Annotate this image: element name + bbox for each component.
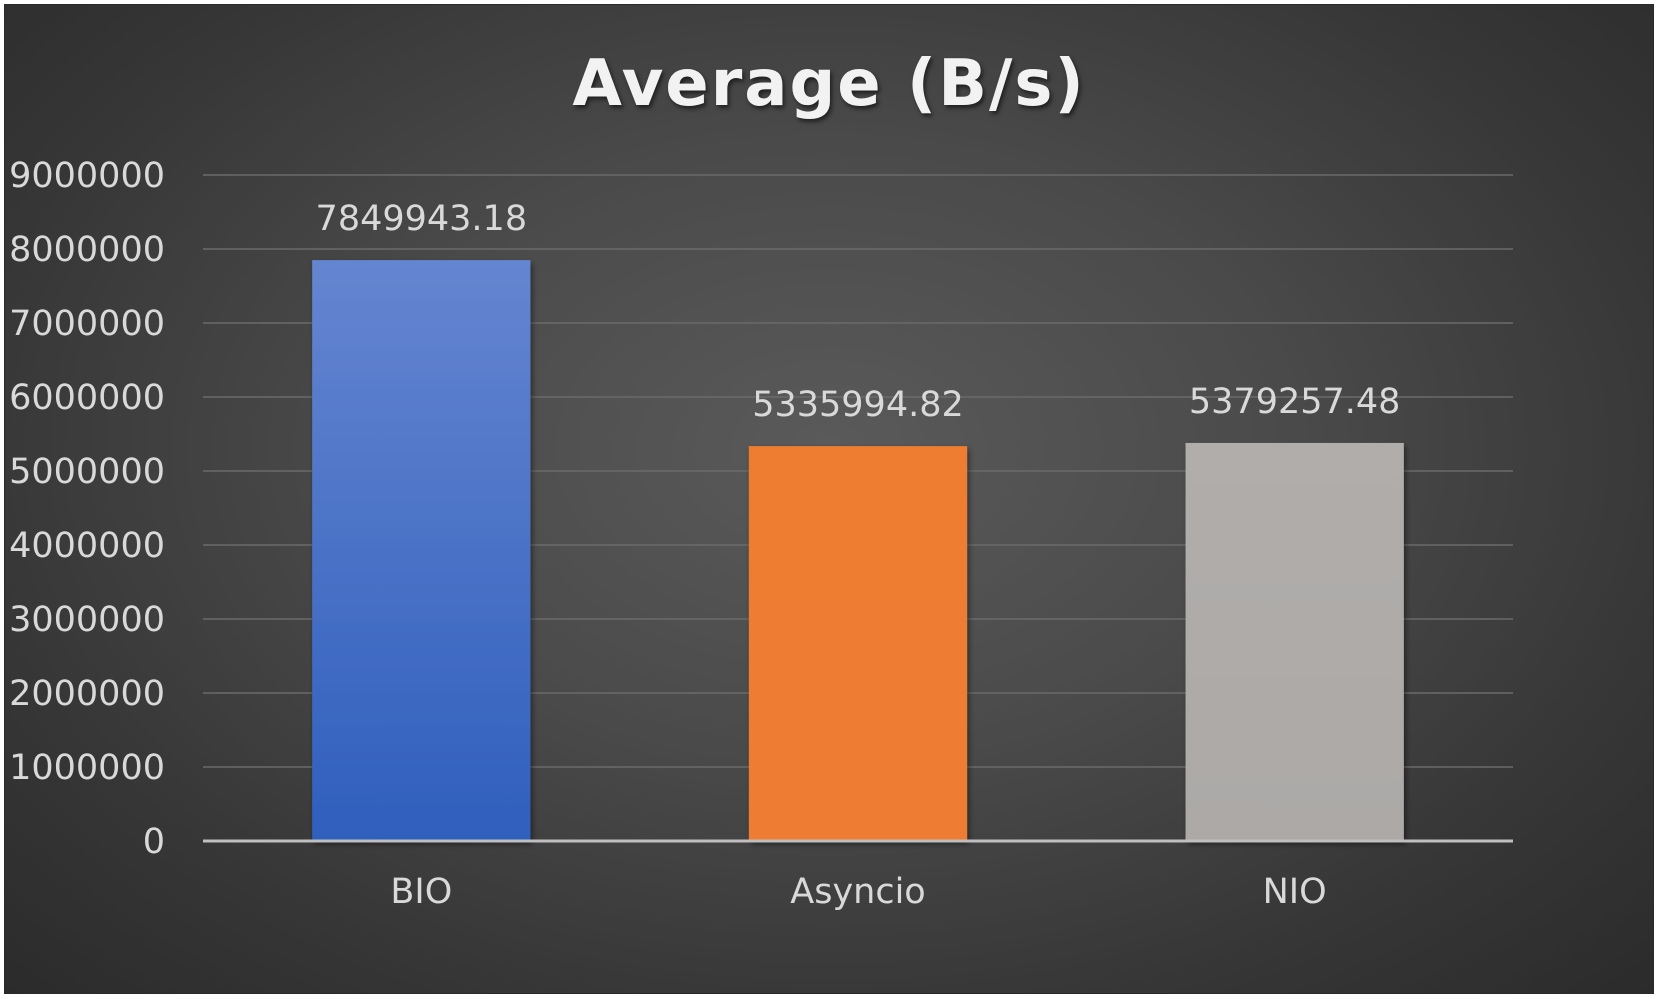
bars (312, 260, 1404, 841)
bar-asyncio (748, 446, 968, 841)
data-label: 7849943.18 (316, 199, 528, 239)
category-label: Asyncio (790, 872, 925, 912)
y-tick-label: 4000000 (9, 526, 165, 566)
chart-frame: Average (B/s) 0 1000000 2000000 3000000 4000… (4, 4, 1654, 994)
y-tick-label: 5000000 (9, 452, 165, 492)
category-label: BIO (390, 872, 452, 912)
data-labels: 7849943.18 5335994.82 5379257.48 (316, 199, 1401, 425)
y-tick-label: 9000000 (9, 156, 165, 196)
y-axis-ticks: 0 1000000 2000000 3000000 4000000 5000000 6000… (9, 156, 165, 862)
y-tick-label: 6000000 (9, 378, 165, 418)
y-tick-label: 0 (143, 822, 165, 862)
chart-title: Average (B/s) (572, 47, 1086, 121)
y-tick-label: 7000000 (9, 304, 165, 344)
data-label: 5335994.82 (752, 385, 964, 425)
y-tick-label: 2000000 (9, 674, 165, 714)
data-label: 5379257.48 (1189, 382, 1401, 422)
plot-area: 0 1000000 2000000 3000000 4000000 5000000 6000… (9, 156, 1513, 912)
category-labels: BIO Asyncio NIO (390, 872, 1326, 912)
y-tick-label: 1000000 (9, 748, 165, 788)
bar-nio (1185, 442, 1404, 841)
bar-bio (312, 260, 531, 841)
y-tick-label: 8000000 (9, 230, 165, 270)
y-tick-label: 3000000 (9, 600, 165, 640)
category-label: NIO (1263, 872, 1327, 912)
